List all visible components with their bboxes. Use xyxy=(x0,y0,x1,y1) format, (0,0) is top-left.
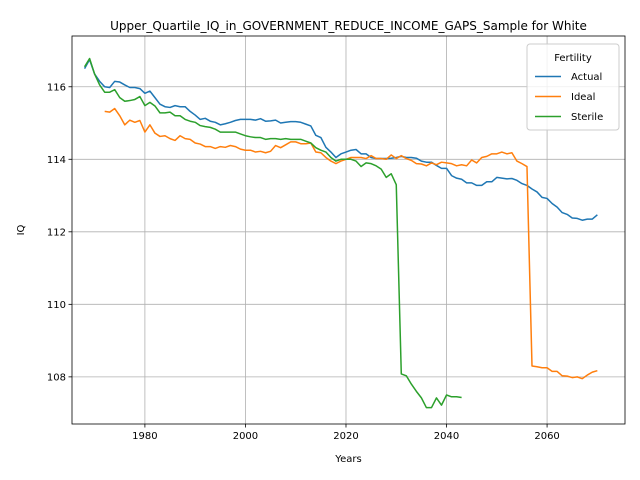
y-tick-label: 112 xyxy=(47,227,66,238)
y-axis-label: IQ xyxy=(16,224,27,235)
legend-label-actual: Actual xyxy=(571,72,602,83)
series-group xyxy=(83,57,598,409)
legend-items: Actual Ideal Sterile xyxy=(535,72,603,123)
y-tick-label: 116 xyxy=(47,82,66,93)
legend: Fertility Actual Ideal Sterile xyxy=(526,43,620,131)
y-axis: 108 110 112 114 116 xyxy=(47,82,72,383)
y-tick-label: 110 xyxy=(47,300,66,311)
series-line-actual xyxy=(83,58,598,221)
legend-title: Fertility xyxy=(554,53,592,64)
x-tick-label: 2000 xyxy=(233,431,258,442)
legend-label-ideal: Ideal xyxy=(571,92,595,103)
series-line-sterile xyxy=(83,57,462,409)
x-axis-label: Years xyxy=(334,454,361,465)
plot-frame xyxy=(71,35,626,425)
x-tick-label: 2020 xyxy=(333,431,358,442)
y-tick-label: 114 xyxy=(47,155,66,166)
x-tick-label: 1980 xyxy=(132,431,157,442)
legend-label-sterile: Sterile xyxy=(571,112,603,123)
chart-title: Upper_Quartile_IQ_in_GOVERNMENT_REDUCE_I… xyxy=(110,19,587,33)
x-tick-label: 2060 xyxy=(534,431,559,442)
y-tick-label: 108 xyxy=(47,372,66,383)
legend-box xyxy=(526,43,620,131)
x-axis: 1980 2000 2020 2040 2060 xyxy=(132,424,560,442)
series-line-ideal xyxy=(104,107,598,380)
x-tick-label: 2040 xyxy=(434,431,459,442)
